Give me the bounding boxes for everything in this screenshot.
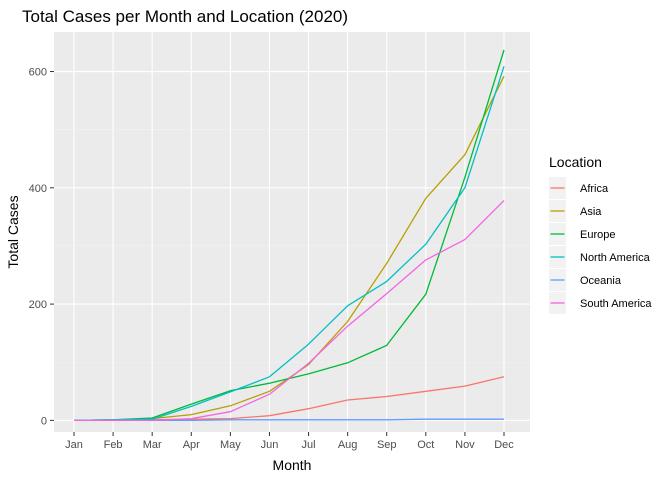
series-lines [73, 49, 505, 422]
legend-label-europe: Europe [580, 229, 615, 241]
legend-label-north-america: North America [580, 252, 651, 264]
legend-label-south-america: South America [580, 298, 652, 310]
plot-panel [54, 32, 530, 432]
legend: Location Africa Asia Europe North America Oc… [549, 154, 652, 314]
series-line-north-america [73, 66, 505, 422]
x-tick-label: Nov [455, 439, 475, 451]
y-tick-label: 600 [29, 67, 47, 79]
legend-label-oceania: Oceania [580, 275, 622, 287]
x-axis-title: Month [273, 457, 312, 473]
x-tick-label: Aug [338, 439, 358, 451]
y-axis-title: Total Cases [5, 195, 21, 268]
x-tick-label: Dec [494, 439, 514, 451]
y-tick-label: 400 [29, 183, 47, 195]
x-tick-label: Apr [183, 439, 200, 451]
y-axis: 0 200 400 600 [29, 67, 54, 427]
x-tick-label: Oct [417, 439, 434, 451]
chart-title: Total Cases per Month and Location (2020… [22, 7, 348, 26]
x-tick-label: May [220, 439, 241, 451]
legend-label-asia: Asia [580, 206, 602, 218]
y-tick-label: 0 [41, 415, 47, 427]
minor-gridlines [54, 129, 530, 363]
x-axis: Jan Feb Mar Apr May Jun Jul Aug Sep Oct Nov Dec [65, 432, 514, 451]
y-tick-label: 200 [29, 299, 47, 311]
x-tick-label: Mar [143, 439, 162, 451]
legend-label-africa: Africa [580, 183, 609, 195]
x-tick-label: Jan [65, 439, 83, 451]
legend-title: Location [549, 154, 602, 170]
x-tick-label: Jul [302, 439, 316, 451]
series-line-south-america [74, 200, 505, 422]
x-tick-label: Feb [104, 439, 123, 451]
x-tick-label: Sep [377, 439, 397, 451]
x-tick-label: Jun [261, 439, 279, 451]
